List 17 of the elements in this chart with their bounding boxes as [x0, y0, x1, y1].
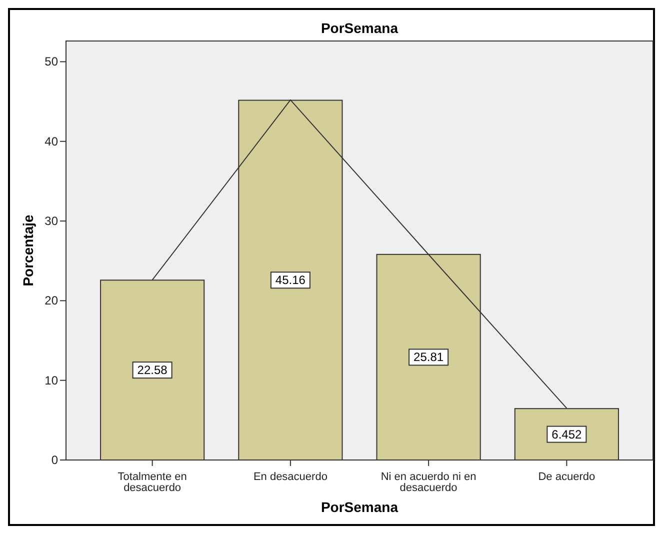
x-axis-title: PorSemana: [320, 499, 398, 515]
y-tick-label: 0: [51, 453, 58, 467]
x-tick-label: Totalmente en desacuerdo: [118, 471, 187, 494]
x-tick-label: De acuerdo: [538, 471, 596, 483]
data-label: 6.452: [552, 427, 582, 442]
y-tick-label: 30: [44, 214, 58, 228]
data-label: 45.16: [275, 273, 306, 288]
chart-title: PorSemana: [320, 20, 398, 36]
x-tick-label: En desacuerdo: [253, 471, 328, 483]
data-label: 25.81: [414, 350, 444, 364]
data-label: 22.58: [137, 363, 168, 378]
y-tick-label: 50: [44, 54, 58, 69]
y-tick-label: 10: [44, 373, 58, 388]
y-tick-label: 20: [44, 294, 58, 308]
y-axis-title: Porcentaje: [20, 214, 36, 286]
x-tick-label: Ni en acuerdo ni en desacuerdo: [380, 471, 476, 494]
y-tick-label: 40: [44, 134, 58, 148]
